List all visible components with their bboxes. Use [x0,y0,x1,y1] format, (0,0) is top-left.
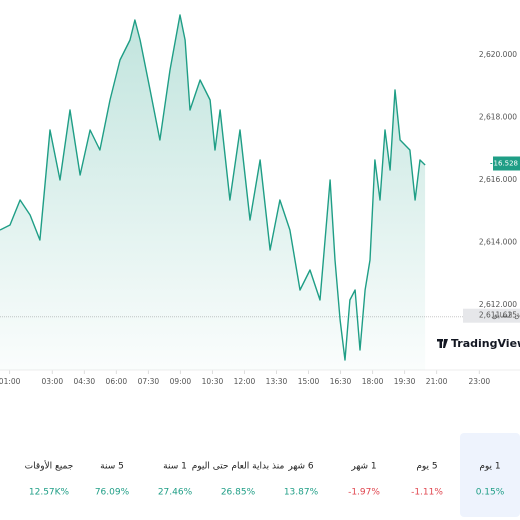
x-tick-label: 03:00 [41,377,63,386]
period-change: 76.09% [95,488,130,498]
previous-close-label: الإغلاق السابق [492,312,520,320]
period-tab[interactable]: جميع الأوقات 12.57K% [25,460,74,498]
period-change: 0.15% [476,488,505,498]
x-tick-label: 18:00 [362,377,384,386]
period-change: 27.46% [158,488,193,498]
price-line [0,14,426,361]
period-change: -1.97% [348,488,380,498]
y-tick-label: 2,618.000 [479,113,517,122]
y-tick-label: 2,620.000 [479,50,517,59]
period-label: جميع الأوقات [25,460,74,472]
x-tick-label: 01:00 [0,377,21,386]
x-tick-label: 09:00 [170,377,192,386]
y-tick-label: 2,612.000 [479,300,517,309]
period-label: منذ بداية العام حتى اليوم [192,462,285,472]
previous-close-value: 2,611.625 [479,311,517,320]
selected-tab-bg [460,433,520,517]
x-tick-label: 10:30 [202,377,224,386]
x-tick-label: 15:00 [298,377,320,386]
period-change: -1.11% [411,488,443,498]
x-tick-label: 12:00 [234,377,256,386]
period-tab[interactable]: 5 سنة 76.09% [95,462,130,498]
period-label: 1 يوم [479,462,500,472]
x-tick-label: 07:30 [138,377,160,386]
period-tab[interactable]: 1 شهر -1.97% [348,462,380,498]
period-tab[interactable]: 1 سنة 27.46% [158,462,193,498]
x-tick-label: 06:00 [106,377,128,386]
period-change: 12.57K% [29,488,70,498]
period-change: 26.85% [221,488,256,498]
last-price-label: 2,616.528 [482,160,518,168]
period-tab[interactable]: منذ بداية العام حتى اليوم 26.85% [192,462,285,498]
period-tab[interactable]: 5 يوم -1.11% [411,462,443,498]
x-tick-label: 23:00 [469,377,491,386]
y-tick-label: 2,614.000 [479,238,517,247]
period-label: 6 شهر [287,462,314,472]
period-tab[interactable]: 1 يوم 0.15% [460,433,520,517]
period-label: 1 سنة [163,462,187,472]
period-label: 1 شهر [350,462,376,472]
last-price-badge [493,156,520,171]
period-label: 5 يوم [416,462,437,472]
area-fill [0,15,426,370]
watermark: TradingView [451,337,520,350]
previous-close-badge [463,308,520,323]
y-tick-label: 2,616.000 [479,175,517,184]
x-tick-label: 16:30 [330,377,352,386]
period-tab[interactable]: 6 شهر 13.87% [284,462,319,498]
watermark-logo [437,339,448,348]
period-change: 13.87% [284,488,319,498]
period-label: 5 سنة [100,462,124,472]
x-tick-label: 04:30 [74,377,96,386]
x-tick-label: 21:00 [426,377,448,386]
x-tick-label: 19:30 [394,377,416,386]
x-tick-label: 13:30 [266,377,288,386]
